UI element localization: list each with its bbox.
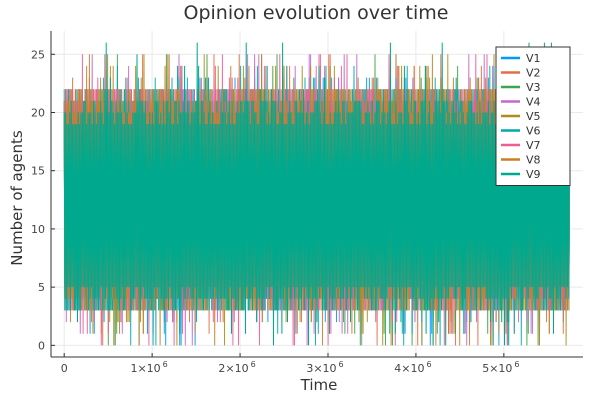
y-tick-label: 0 (38, 339, 45, 352)
legend-label-V4: V4 (526, 96, 541, 109)
y-axis-label: Number of agents (8, 130, 26, 266)
chart-title: Opinion evolution over time (184, 2, 449, 24)
y-tick-label: 15 (31, 165, 45, 178)
legend-label-V3: V3 (526, 81, 541, 94)
legend-label-V8: V8 (526, 154, 541, 167)
x-tick-label: 2×10 6 (218, 360, 255, 375)
x-tick-label: 5×10 6 (482, 360, 519, 375)
legend-label-V7: V7 (526, 139, 541, 152)
x-tick-label: 3×10 6 (306, 360, 343, 375)
legend-label-V9: V9 (526, 168, 541, 181)
x-tick-label: 0 (61, 362, 68, 375)
legend-label-V2: V2 (526, 67, 541, 80)
y-tick-label: 10 (31, 223, 45, 236)
legend-label-V1: V1 (526, 52, 541, 65)
legend-label-V6: V6 (526, 125, 541, 138)
x-tick-label: 1×10 6 (130, 360, 167, 375)
y-tick-label: 20 (31, 107, 45, 120)
x-axis-label: Time (300, 376, 338, 394)
series-line-V9 (63, 42, 571, 346)
y-tick-label: 5 (38, 281, 45, 294)
y-tick-label: 25 (31, 48, 45, 61)
legend-label-V5: V5 (526, 110, 541, 123)
x-tick-label: 4×10 6 (394, 360, 431, 375)
